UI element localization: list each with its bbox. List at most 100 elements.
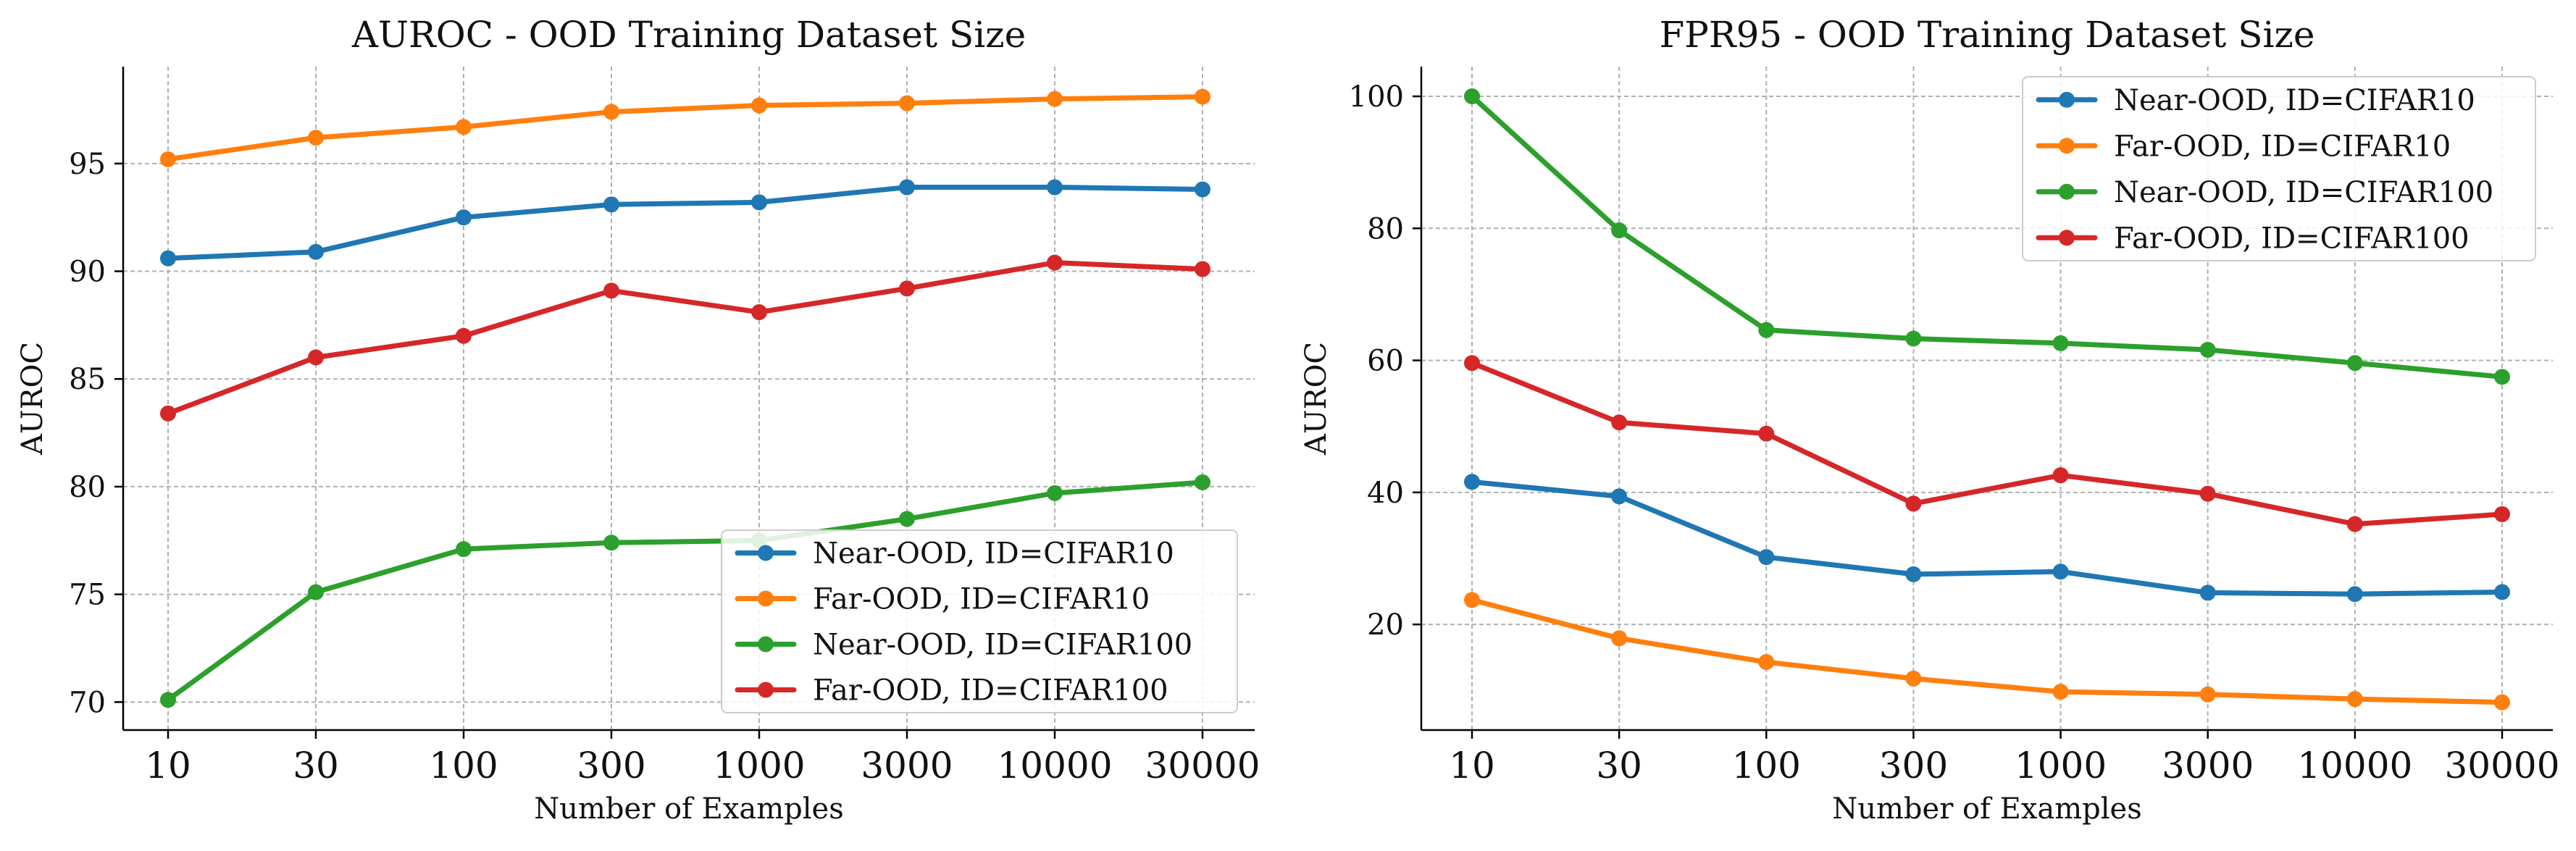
y-tick-label: 75 <box>69 579 106 612</box>
data-point <box>308 130 324 146</box>
data-point <box>2199 485 2216 502</box>
data-point <box>160 151 176 167</box>
y-tick-label: 90 <box>69 256 106 289</box>
legend-label: Far-OOD, ID=CIFAR100 <box>2114 222 2470 255</box>
y-tick-label: 60 <box>1367 345 1404 378</box>
series-2 <box>1464 592 2510 710</box>
x-tick-label: 1000 <box>2015 745 2107 787</box>
y-tick-label: 40 <box>1367 477 1404 510</box>
data-point <box>1047 91 1063 107</box>
x-axis-label: Number of Examples <box>1832 792 2142 826</box>
legend-swatch-marker <box>758 682 774 698</box>
data-point <box>603 104 619 120</box>
x-tick-label: 30 <box>293 745 339 787</box>
y-tick-label: 70 <box>69 686 106 719</box>
series-4 <box>160 254 1210 422</box>
legend: Near-OOD, ID=CIFAR10 Far-OOD, ID=CIFAR10 N… <box>721 529 1238 713</box>
series-line <box>165 94 1205 162</box>
data-point <box>1047 485 1063 501</box>
x-tick-label: 1000 <box>713 745 805 787</box>
x-tick-label: 300 <box>1879 745 1948 787</box>
legend-label: Near-OOD, ID=CIFAR10 <box>813 537 1174 571</box>
chart-title: FPR95 - OOD Training Dataset Size <box>1660 14 2315 56</box>
data-point <box>1195 261 1210 277</box>
data-point <box>1758 549 1775 566</box>
data-point <box>1905 330 1922 347</box>
x-tick-label: 30 <box>1596 745 1642 787</box>
data-point <box>160 405 176 422</box>
data-point <box>2346 586 2363 603</box>
data-point <box>1464 88 1480 105</box>
data-point <box>2199 686 2216 703</box>
data-point <box>899 179 915 196</box>
data-point <box>1464 355 1480 372</box>
legend-swatch-marker <box>758 636 774 653</box>
data-point <box>2494 506 2510 522</box>
data-point <box>2052 563 2069 580</box>
x-tick-label: 10000 <box>997 745 1112 787</box>
data-point <box>751 97 767 114</box>
data-point <box>899 511 915 527</box>
data-point <box>456 119 472 135</box>
x-axis-label: Number of Examples <box>534 792 844 826</box>
legend-label: Far-OOD, ID=CIFAR100 <box>813 674 1168 708</box>
data-point <box>308 584 324 600</box>
x-tick-label: 30000 <box>2444 745 2559 787</box>
data-point <box>1464 474 1480 490</box>
data-point <box>1611 630 1628 647</box>
chart-panel-2: 10 30 100 300 1000 3000 10000 30000 20 40 60 80 100 F… <box>1300 14 2560 826</box>
data-point <box>1758 654 1775 671</box>
data-point <box>1047 254 1063 271</box>
series-3 <box>160 474 1210 708</box>
legend-box <box>2022 76 2536 261</box>
x-tick-label: 10 <box>1449 745 1495 787</box>
data-point <box>2494 369 2510 385</box>
x-tick-label: 10 <box>145 745 191 787</box>
x-tick-label: 100 <box>1732 745 1801 787</box>
data-point <box>1464 592 1480 608</box>
data-point <box>456 327 472 344</box>
y-axis-label: AUROC <box>16 342 49 456</box>
data-point <box>2494 584 2510 600</box>
series-1 <box>160 179 1210 267</box>
data-point <box>2052 467 2069 484</box>
series-3 <box>1464 88 2510 385</box>
data-point <box>2199 342 2216 359</box>
legend-swatch-marker <box>2059 138 2075 154</box>
series-line <box>1469 360 2505 527</box>
x-tick-label: 3000 <box>861 745 953 787</box>
legend-label: Near-OOD, ID=CIFAR10 <box>2114 84 2475 117</box>
legend-swatch-marker <box>758 545 774 561</box>
data-point <box>1611 222 1628 239</box>
x-tick-label: 3000 <box>2162 745 2254 787</box>
x-tick-label: 300 <box>577 745 645 787</box>
data-point <box>1905 495 1922 512</box>
y-tick-label: 80 <box>1367 212 1404 246</box>
data-point <box>899 95 915 112</box>
data-point <box>751 194 767 211</box>
chart-panel-1: 10 30 100 300 1000 3000 10000 30000 70 75 80 85 90 95… <box>16 14 1260 826</box>
data-point <box>2346 355 2363 372</box>
data-point <box>1758 322 1775 338</box>
y-tick-label: 20 <box>1367 608 1404 642</box>
chart-title: AUROC - OOD Training Dataset Size <box>351 14 1026 56</box>
legend-swatch-marker <box>2059 183 2075 200</box>
data-point <box>160 250 176 267</box>
x-tick-label: 30000 <box>1145 745 1260 787</box>
legend-box <box>721 529 1238 713</box>
legend-label: Near-OOD, ID=CIFAR100 <box>813 629 1192 662</box>
data-point <box>2052 684 2069 700</box>
data-point <box>603 535 619 551</box>
legend-swatch-marker <box>758 590 774 607</box>
data-point <box>1758 425 1775 442</box>
data-point <box>456 541 472 558</box>
data-point <box>2494 694 2510 710</box>
data-point <box>751 304 767 321</box>
series-1 <box>1464 474 2510 603</box>
data-point <box>2052 335 2069 351</box>
data-point <box>1905 566 1922 582</box>
data-point <box>1905 670 1922 687</box>
y-tick-label: 80 <box>69 471 106 504</box>
